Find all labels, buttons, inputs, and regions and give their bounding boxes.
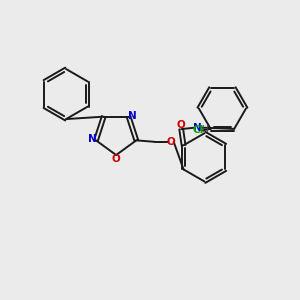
Text: O: O — [176, 120, 185, 130]
Text: Cl: Cl — [193, 125, 204, 135]
Text: O: O — [112, 154, 121, 164]
Text: N: N — [128, 111, 137, 121]
Text: N: N — [193, 123, 202, 133]
Text: N: N — [88, 134, 97, 145]
Text: H: H — [201, 125, 208, 134]
Text: O: O — [167, 137, 175, 147]
